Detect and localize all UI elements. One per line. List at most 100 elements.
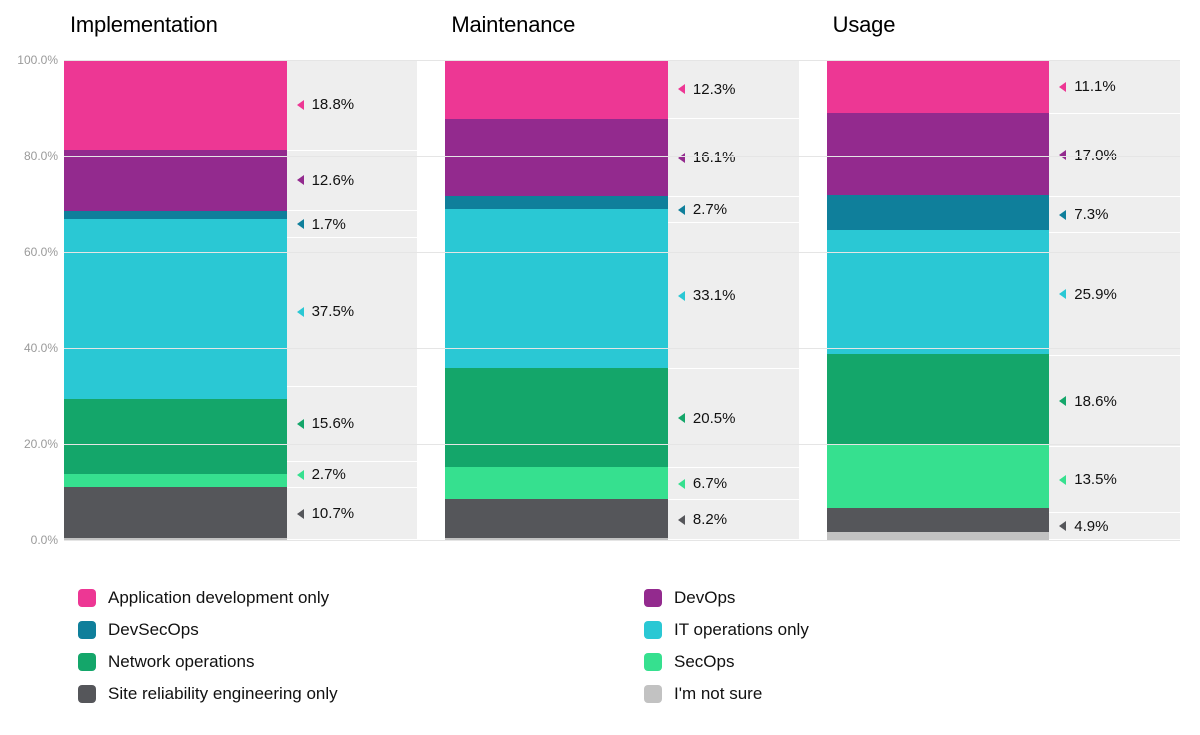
gridline <box>64 444 1180 445</box>
bar-segment <box>827 354 1050 443</box>
segment-label: 13.5% <box>1049 447 1180 513</box>
pointer-left-icon <box>1059 82 1066 92</box>
segment-value: 8.2% <box>693 511 727 528</box>
segment-label: 20.5% <box>668 369 799 468</box>
segment-value: 18.6% <box>1074 393 1117 410</box>
pointer-left-icon <box>678 413 685 423</box>
pointer-left-icon <box>678 515 685 525</box>
chart-panel: Maintenance12.3%16.1%2.7%33.1%20.5%6.7%8… <box>445 60 798 540</box>
pointer-left-icon <box>678 205 685 215</box>
bar-segment <box>827 113 1050 195</box>
segment-label: 18.8% <box>287 60 418 151</box>
legend-label: SecOps <box>674 652 734 672</box>
segment-value: 10.7% <box>312 505 355 522</box>
legend-item: Site reliability engineering only <box>78 684 604 704</box>
stack-area: 18.8% 12.6% 1.7% 37.5% 15.6% 2.7% 10.7% <box>64 60 417 540</box>
pointer-left-icon <box>297 307 304 317</box>
bar-segment <box>827 60 1050 113</box>
y-axis-tick: 40.0% <box>10 341 58 355</box>
legend-item: SecOps <box>644 652 1170 672</box>
segment-label: 2.7% <box>287 462 418 489</box>
segment-value: 37.5% <box>312 303 355 320</box>
bar-segment <box>445 196 668 209</box>
gridline <box>64 540 1180 541</box>
bar-segment <box>64 211 287 219</box>
pointer-left-icon <box>297 100 304 110</box>
segment-label: 6.7% <box>668 468 799 500</box>
bar-segment <box>64 399 287 474</box>
segment-value: 13.5% <box>1074 471 1117 488</box>
segment-label: 4.9% <box>1049 513 1180 540</box>
segment-value: 16.1% <box>693 149 736 166</box>
gridline <box>64 156 1180 157</box>
segment-value: 18.8% <box>312 96 355 113</box>
segment-label: 12.3% <box>668 60 799 119</box>
label-column: 11.1%17.0%7.3%25.9%18.6%13.5%4.9% <box>1049 60 1180 540</box>
legend-label: IT operations only <box>674 620 809 640</box>
panel-title: Maintenance <box>451 12 575 38</box>
segment-value: 7.3% <box>1074 206 1108 223</box>
gridline <box>64 348 1180 349</box>
pointer-left-icon <box>1059 210 1066 220</box>
legend-swatch <box>644 621 662 639</box>
bar-segment <box>445 209 668 368</box>
chart-panel: Implementation18.8%12.6%1.7%37.5%15.6%2.… <box>64 60 417 540</box>
bar-segment <box>445 60 668 119</box>
legend-swatch <box>644 685 662 703</box>
segment-value: 33.1% <box>693 287 736 304</box>
legend-swatch <box>78 685 96 703</box>
legend-label: Site reliability engineering only <box>108 684 338 704</box>
gridline <box>64 252 1180 253</box>
legend-label: DevSecOps <box>108 620 199 640</box>
segment-label: 7.3% <box>1049 197 1180 233</box>
legend-swatch <box>78 621 96 639</box>
pointer-left-icon <box>297 419 304 429</box>
legend-item: DevSecOps <box>78 620 604 640</box>
pointer-left-icon <box>297 509 304 519</box>
legend: Application development onlyDevOpsDevSec… <box>78 588 1170 704</box>
segment-label: 37.5% <box>287 238 418 387</box>
segment-value: 20.5% <box>693 410 736 427</box>
segment-label: 8.2% <box>668 500 799 540</box>
pointer-left-icon <box>678 479 685 489</box>
pointer-left-icon <box>1059 475 1066 485</box>
bar-column <box>827 60 1050 540</box>
y-axis-tick: 20.0% <box>10 437 58 451</box>
chart-panel: Usage11.1%17.0%7.3%25.9%18.6%13.5%4.9% <box>827 60 1180 540</box>
panel-title: Usage <box>833 12 896 38</box>
segment-label: 12.6% <box>287 151 418 212</box>
segment-value: 1.7% <box>312 216 346 233</box>
legend-item: Network operations <box>78 652 604 672</box>
legend-item: IT operations only <box>644 620 1170 640</box>
legend-label: Network operations <box>108 652 254 672</box>
segment-value: 11.1% <box>1074 78 1115 95</box>
bar-column <box>445 60 668 540</box>
segment-value: 15.6% <box>312 415 355 432</box>
segment-label: 11.1% <box>1049 60 1180 114</box>
y-axis-tick: 80.0% <box>10 149 58 163</box>
bar-segment <box>64 487 287 538</box>
segment-value: 25.9% <box>1074 286 1117 303</box>
bar-segment <box>445 467 668 499</box>
chart-container: Implementation18.8%12.6%1.7%37.5%15.6%2.… <box>0 0 1200 560</box>
panels-row: Implementation18.8%12.6%1.7%37.5%15.6%2.… <box>64 60 1180 540</box>
bar-segment <box>827 195 1050 230</box>
legend-label: I'm not sure <box>674 684 762 704</box>
segment-value: 4.9% <box>1074 518 1108 535</box>
gridline <box>64 60 1180 61</box>
legend-swatch <box>644 589 662 607</box>
bar-segment <box>827 444 1050 509</box>
legend-swatch <box>78 589 96 607</box>
y-axis-tick: 60.0% <box>10 245 58 259</box>
label-column: 18.8% 12.6% 1.7% 37.5% 15.6% 2.7% 10.7% <box>287 60 418 540</box>
pointer-left-icon <box>1059 396 1066 406</box>
pointer-left-icon <box>1059 521 1066 531</box>
pointer-left-icon <box>678 291 685 301</box>
bar-segment <box>64 150 287 210</box>
segment-label: 10.7% <box>287 488 418 540</box>
pointer-left-icon <box>1059 289 1066 299</box>
stack-area: 11.1%17.0%7.3%25.9%18.6%13.5%4.9% <box>827 60 1180 540</box>
legend-item: Application development only <box>78 588 604 608</box>
plot-area: Implementation18.8%12.6%1.7%37.5%15.6%2.… <box>64 60 1180 540</box>
bar-segment <box>827 508 1050 532</box>
